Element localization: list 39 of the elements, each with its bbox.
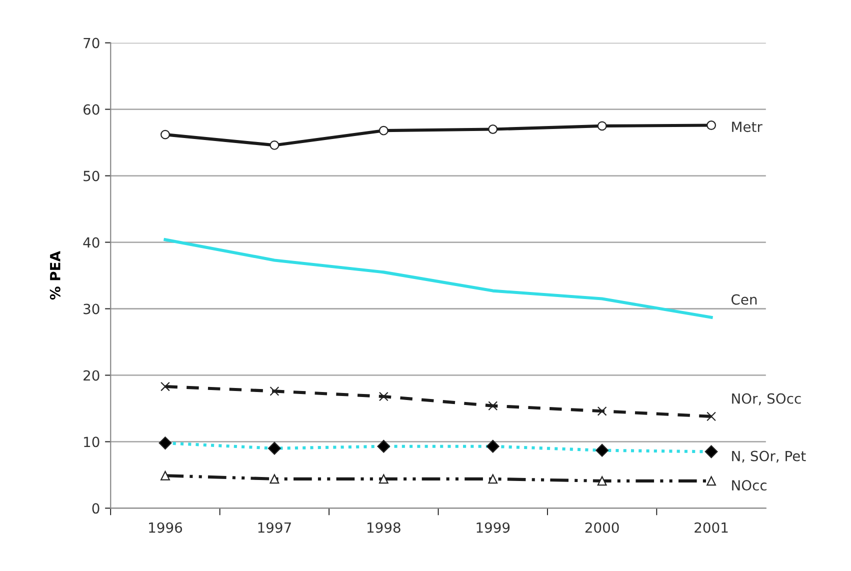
point: [378, 474, 388, 484]
y-tick-label: 40: [83, 237, 100, 248]
point: [706, 476, 716, 486]
line-series: [164, 238, 713, 319]
point: [270, 474, 280, 484]
y-tick-label: 0: [92, 503, 100, 514]
series-label: NOcc: [732, 480, 766, 491]
point: [597, 121, 607, 131]
y-tick-label: 60: [84, 104, 100, 115]
point: [160, 470, 170, 480]
series-label: NOr, SOcc: [732, 393, 801, 406]
series-label: Metr: [732, 122, 762, 132]
y-tick-label: 70: [84, 38, 100, 48]
point: [597, 406, 607, 416]
point: [270, 140, 280, 150]
y-tick-label: 20: [84, 370, 100, 381]
point: [597, 476, 607, 486]
point: [270, 386, 280, 396]
x-tick-label: 2000: [585, 522, 619, 533]
point: [488, 124, 498, 134]
x-tick-label: 1999: [476, 522, 510, 533]
series-label: N, SOr, Pet: [732, 450, 806, 463]
x-tick-label: 1998: [368, 522, 400, 533]
point: [160, 382, 170, 392]
point: [706, 412, 716, 422]
series-label: Cen: [732, 294, 757, 305]
x-tick-label: 2001: [694, 522, 728, 533]
point: [488, 474, 498, 484]
y-tick-label: 10: [84, 436, 100, 448]
y-tick-label: 50: [84, 170, 100, 182]
y-axis-title: % PEA: [50, 250, 60, 300]
point: [488, 401, 498, 411]
x-tick-label: 1996: [149, 522, 182, 533]
point: [378, 126, 388, 136]
x-tick-label: 1997: [258, 522, 291, 533]
point: [378, 392, 388, 402]
y-tick-label: 30: [84, 304, 100, 314]
point: [706, 120, 716, 130]
point: [160, 130, 170, 140]
